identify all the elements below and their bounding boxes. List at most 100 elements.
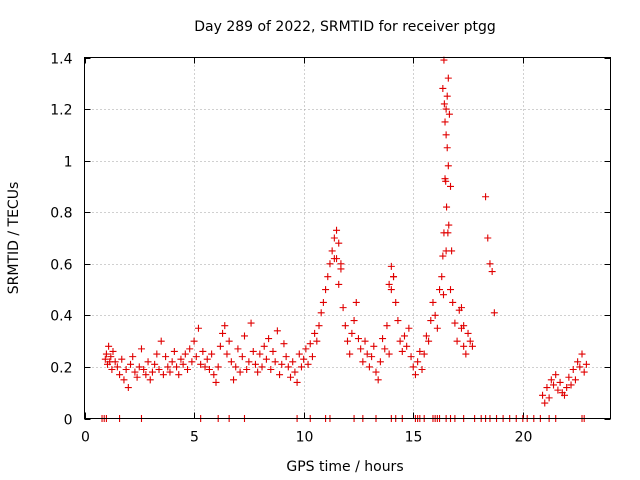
data-point — [444, 74, 452, 82]
data-point — [460, 342, 468, 350]
data-point — [433, 324, 441, 332]
data-point — [133, 373, 141, 381]
data-point — [379, 335, 387, 343]
x-tick-label: 5 — [190, 430, 199, 446]
data-point — [427, 317, 435, 325]
data-point — [280, 340, 288, 348]
data-point — [569, 366, 577, 374]
y-tick-label: 1 — [64, 155, 73, 171]
plot-frame — [84, 57, 611, 419]
data-point — [216, 342, 224, 350]
data-point — [284, 363, 292, 371]
data-point — [129, 353, 137, 361]
data-point — [140, 366, 148, 374]
data-point — [278, 360, 286, 368]
y-tick-label: 0 — [64, 413, 73, 429]
y-tick-label: 0.6 — [50, 258, 72, 274]
data-point — [357, 345, 365, 353]
data-point — [414, 358, 422, 366]
data-point — [315, 322, 323, 330]
data-point — [212, 378, 220, 386]
data-point — [363, 350, 371, 358]
x-tick-label: 15 — [405, 430, 423, 446]
data-point — [563, 384, 571, 392]
data-point — [383, 322, 391, 330]
data-point — [344, 337, 351, 345]
data-point — [127, 360, 135, 368]
data-point — [374, 376, 382, 384]
data-point — [466, 337, 474, 345]
data-point — [409, 363, 417, 371]
data-point — [232, 363, 240, 371]
y-tick-label: 0.8 — [50, 206, 72, 222]
y-tick-label: 0.2 — [50, 361, 72, 377]
data-point — [251, 360, 259, 368]
data-point — [236, 368, 244, 376]
data-point — [420, 350, 428, 358]
data-point — [107, 353, 115, 361]
data-point — [441, 118, 449, 126]
data-point — [162, 353, 170, 361]
data-point — [445, 221, 453, 229]
data-point — [223, 350, 231, 358]
data-point — [571, 376, 579, 384]
data-point — [151, 360, 159, 368]
data-point — [190, 337, 198, 345]
data-point — [308, 353, 316, 361]
data-point — [214, 363, 222, 371]
data-point — [339, 304, 347, 312]
data-point — [460, 322, 468, 330]
data-point — [405, 324, 413, 332]
data-point — [354, 335, 362, 343]
data-point — [560, 391, 568, 399]
data-point — [276, 371, 284, 379]
data-point — [372, 368, 380, 376]
x-tick-label: 10 — [296, 430, 314, 446]
data-point — [256, 350, 264, 358]
data-point — [411, 371, 419, 379]
data-point — [439, 84, 447, 92]
data-point — [348, 329, 356, 337]
data-point — [580, 368, 588, 376]
data-point — [205, 366, 213, 374]
data-point — [385, 350, 393, 358]
data-point — [488, 268, 496, 276]
data-point — [247, 319, 255, 327]
data-point — [398, 347, 406, 355]
data-point — [116, 371, 124, 379]
data-point — [482, 193, 490, 201]
data-point — [416, 347, 424, 355]
y-axis-label: SRMTID / TECUs — [6, 182, 22, 295]
data-point — [118, 355, 126, 363]
data-point — [289, 358, 297, 366]
data-point — [444, 229, 452, 237]
data-point — [445, 110, 453, 118]
data-point — [438, 273, 446, 281]
data-point — [337, 260, 345, 268]
data-point — [273, 327, 281, 335]
data-point — [403, 342, 411, 350]
data-point — [422, 332, 430, 340]
data-point — [440, 100, 448, 108]
data-point — [390, 273, 398, 281]
data-point — [462, 350, 470, 358]
data-point — [442, 131, 450, 139]
data-point — [554, 386, 562, 394]
data-point — [319, 298, 327, 306]
data-point — [135, 363, 143, 371]
data-point — [173, 363, 181, 371]
data-point — [439, 252, 447, 260]
data-point — [346, 350, 354, 358]
data-point — [164, 363, 172, 371]
data-point — [447, 182, 455, 190]
data-point — [330, 255, 338, 263]
data-point — [324, 273, 332, 281]
data-point — [262, 355, 270, 363]
data-point — [249, 347, 257, 355]
data-point — [269, 347, 277, 355]
data-point — [385, 280, 393, 288]
data-point — [368, 353, 376, 361]
data-point — [175, 371, 183, 379]
data-point — [468, 342, 476, 350]
